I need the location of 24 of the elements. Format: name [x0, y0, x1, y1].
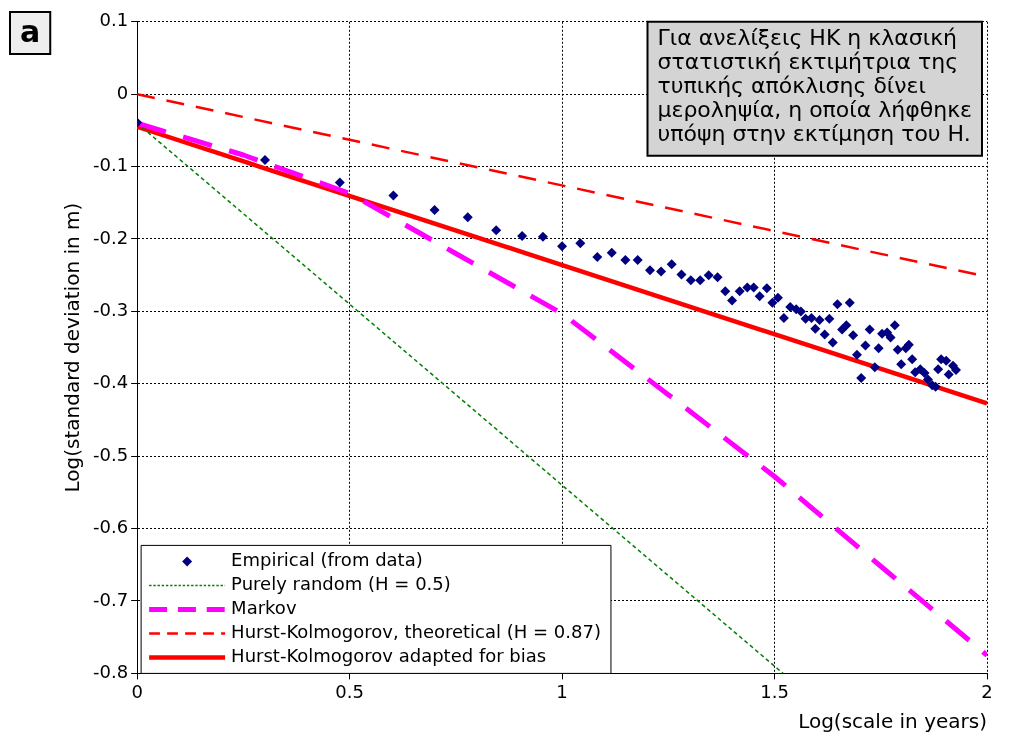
y-tick-label: 0 — [116, 81, 129, 103]
y-tick-label: -0.5 — [93, 443, 129, 465]
legend-label: Markov — [231, 597, 297, 619]
x-tick-label: 1.5 — [760, 680, 789, 702]
y-tick-label: -0.7 — [93, 588, 129, 610]
legend-label: Hurst-Kolmogorov adapted for bias — [231, 645, 547, 667]
y-tick-label: -0.6 — [93, 516, 129, 538]
y-tick-label: -0.1 — [93, 154, 129, 176]
annotation: Για ανελίξεις ΗΚ η κλασική στατιστική εκτιμήτρια της τυπικής απόκλισης δίνει μεροληψία, η οποία λήφθηκε υπόψη στην εκτίμηση του H. — [657, 24, 972, 146]
y-tick-label: -0.4 — [93, 371, 129, 393]
y-axis-title: Log(standard deviation in m) — [60, 202, 85, 493]
x-tick-label: 0.5 — [335, 680, 364, 702]
legend-label: Empirical (from data) — [231, 549, 423, 571]
y-tick-label: -0.2 — [93, 226, 129, 248]
x-axis-title: Log(scale in years) — [798, 709, 987, 734]
x-tick-label: 1 — [556, 680, 568, 702]
legend-label: Purely random (H = 0.5) — [231, 573, 451, 595]
y-tick-label: -0.3 — [93, 299, 129, 321]
x-tick-label: 0 — [131, 680, 143, 702]
y-tick-label: -0.8 — [93, 661, 129, 683]
legend-label: Hurst-Kolmogorov, theoretical (H = 0.87) — [231, 621, 601, 643]
text: a — [20, 13, 41, 49]
y-tick-label: 0.1 — [99, 9, 129, 31]
x-tick-label: 2 — [981, 680, 993, 702]
